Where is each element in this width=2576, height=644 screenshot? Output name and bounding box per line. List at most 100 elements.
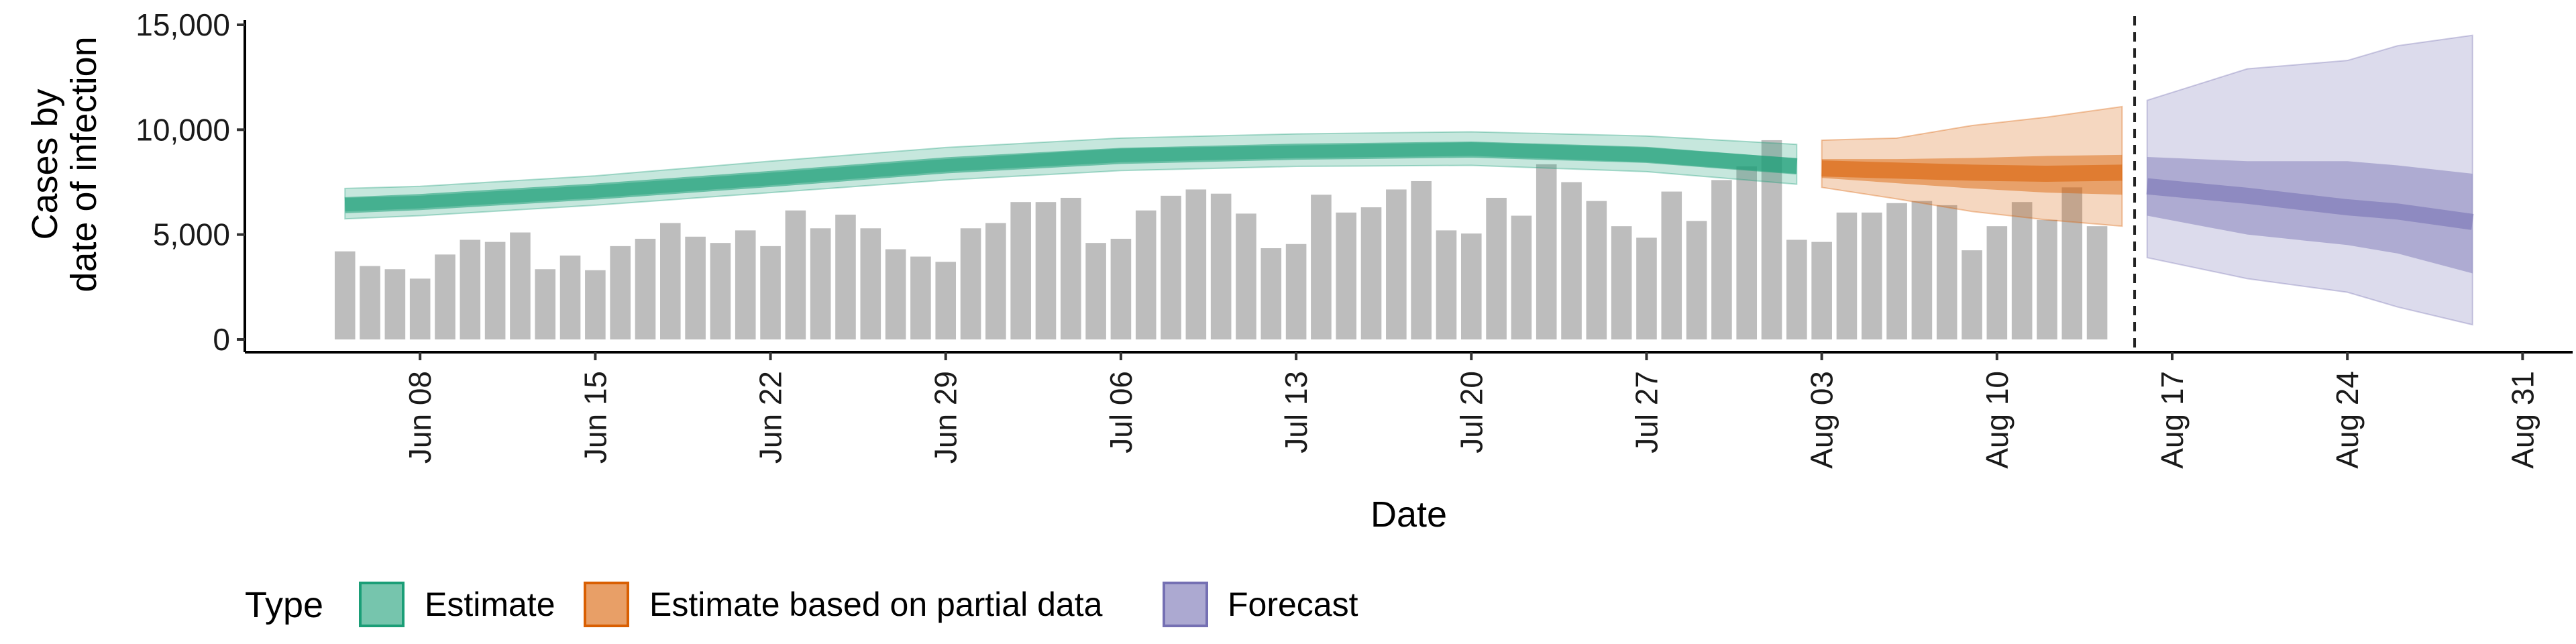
case-bar-2020-06-30 [960, 228, 981, 339]
legend-key-forecast [1163, 582, 1208, 627]
estimate-median-line [344, 142, 1798, 213]
case-bar-2020-07-09 [1185, 189, 1207, 339]
case-bar-2020-07-30 [1711, 180, 1732, 339]
case-bar-2020-07-19 [1436, 230, 1457, 339]
case-bar-2020-08-13 [2061, 187, 2083, 339]
case-bar-2020-07-25 [1586, 201, 1607, 339]
legend-label-forecast: Forecast [1228, 586, 1358, 623]
case-bar-2020-07-03 [1035, 202, 1057, 339]
estimate-based-on-partial-data-median-line [1821, 160, 2123, 182]
case-bar-2020-07-07 [1135, 210, 1157, 339]
case-bar-2020-07-24 [1561, 182, 1582, 339]
case-bar-2020-08-04 [1836, 212, 1858, 339]
case-bar-2020-06-12 [510, 232, 531, 339]
x-tick-label-2020-06-15: Jun 15 [578, 371, 612, 464]
case-bar-2020-07-15 [1336, 212, 1357, 339]
case-bar-2020-06-20 [710, 243, 731, 339]
y-axis-title-line2: date of infection [64, 36, 104, 292]
case-bar-2020-06-13 [535, 269, 556, 339]
case-bar-2020-06-25 [835, 214, 856, 339]
case-bar-2020-07-28 [1661, 191, 1682, 339]
case-bar-2020-07-06 [1110, 238, 1132, 339]
case-bar-2020-06-22 [760, 246, 781, 339]
case-bar-2020-07-02 [1010, 202, 1031, 339]
case-bar-2020-07-08 [1161, 195, 1181, 339]
case-bar-2020-06-11 [484, 241, 506, 339]
x-tick-label-2020-06-22: Jun 22 [753, 371, 788, 464]
x-tick-label-2020-07-27: Jul 27 [1629, 371, 1664, 453]
x-tick-label-2020-07-20: Jul 20 [1454, 371, 1489, 453]
case-bar-2020-06-09 [435, 254, 455, 339]
legend-key-partial [584, 582, 629, 627]
y-tick-label-0: 0 [213, 322, 230, 357]
case-bar-2020-07-13 [1285, 244, 1307, 339]
forecast-band-90 [2146, 34, 2473, 326]
case-bar-2020-06-05 [334, 251, 356, 339]
x-tick-label-2020-06-29: Jun 29 [928, 371, 963, 464]
legend: Type Estimate Estimate based on partial … [245, 582, 1358, 627]
case-bar-2020-07-23 [1536, 164, 1557, 339]
case-bar-2020-06-27 [885, 249, 906, 339]
y-axis-title-line1: Cases by [25, 89, 65, 239]
x-tick-label-2020-07-13: Jul 13 [1279, 371, 1313, 453]
case-bar-2020-08-01 [1761, 140, 1782, 339]
case-bar-2020-07-31 [1736, 166, 1758, 340]
case-bar-2020-06-26 [860, 228, 881, 339]
case-bar-2020-07-04 [1060, 197, 1081, 339]
case-bar-2020-06-10 [460, 239, 481, 339]
case-bar-2020-08-03 [1811, 241, 1832, 339]
observed-cases-bars [334, 140, 2108, 340]
legend-key-estimate [359, 582, 405, 627]
case-bar-2020-06-14 [559, 255, 581, 339]
case-bar-2020-06-07 [384, 269, 406, 339]
case-bar-2020-08-06 [1886, 203, 1907, 339]
case-bar-2020-07-18 [1411, 180, 1432, 339]
forecast-median-line [2146, 178, 2474, 230]
legend-label-estimate: Estimate [425, 586, 555, 623]
case-bar-2020-08-11 [2011, 202, 2033, 339]
case-bar-2020-07-20 [1460, 233, 1482, 339]
case-bar-2020-06-24 [810, 228, 831, 339]
x-tick-label-2020-07-06: Jul 06 [1104, 371, 1138, 453]
legend-label-partial: Estimate based on partial data [649, 586, 1103, 623]
case-bar-2020-08-02 [1786, 239, 1807, 339]
case-bar-2020-08-09 [1962, 250, 1982, 339]
y-axis: 0 5,000 10,000 15,000 [136, 7, 246, 357]
y-tick-label-10000: 10,000 [136, 112, 230, 147]
case-bar-2020-08-08 [1936, 205, 1957, 339]
x-axis-title: Date [1371, 494, 1447, 535]
case-bar-2020-08-07 [1911, 201, 1933, 339]
case-bar-2020-07-21 [1486, 197, 1507, 339]
case-bar-2020-06-15 [585, 270, 606, 339]
x-tick-label-2020-08-17: Aug 17 [2155, 371, 2190, 469]
case-bar-2020-06-08 [409, 278, 431, 339]
y-tick-label-15000: 15,000 [136, 7, 230, 42]
case-bar-2020-07-22 [1511, 215, 1532, 339]
case-bar-2020-07-16 [1360, 207, 1382, 339]
case-bar-2020-08-10 [1986, 226, 2008, 339]
x-tick-label-2020-08-10: Aug 10 [1980, 371, 2015, 469]
x-axis: Jun 08 Jun 15 Jun 22 Jun 29 Jul 06 Jul 13 Jul … [245, 351, 2573, 469]
x-tick-label-2020-06-08: Jun 08 [402, 371, 437, 464]
case-bar-2020-07-05 [1085, 243, 1106, 339]
case-bar-2020-07-29 [1686, 221, 1707, 339]
x-tick-label-2020-08-31: Aug 31 [2505, 371, 2540, 469]
case-bar-2020-07-11 [1236, 213, 1256, 339]
case-bar-2020-06-16 [610, 246, 631, 339]
legend-title: Type [245, 585, 323, 625]
case-bar-2020-08-12 [2037, 219, 2057, 339]
case-bar-2020-06-21 [735, 230, 756, 339]
case-bar-2020-07-14 [1311, 195, 1332, 339]
case-bar-2020-06-29 [935, 262, 957, 339]
case-bar-2020-06-18 [660, 223, 681, 339]
case-bar-2020-06-28 [910, 256, 931, 339]
case-bar-2020-08-14 [2086, 226, 2108, 339]
y-tick-label-5000: 5,000 [153, 217, 230, 252]
case-bar-2020-07-17 [1386, 189, 1407, 339]
x-tick-label-2020-08-24: Aug 24 [2330, 371, 2365, 469]
case-bar-2020-07-26 [1611, 226, 1632, 339]
case-bar-2020-07-10 [1210, 193, 1232, 339]
case-bar-2020-07-27 [1636, 237, 1657, 339]
case-bar-2020-06-17 [635, 238, 656, 339]
case-bar-2020-07-01 [985, 223, 1006, 339]
